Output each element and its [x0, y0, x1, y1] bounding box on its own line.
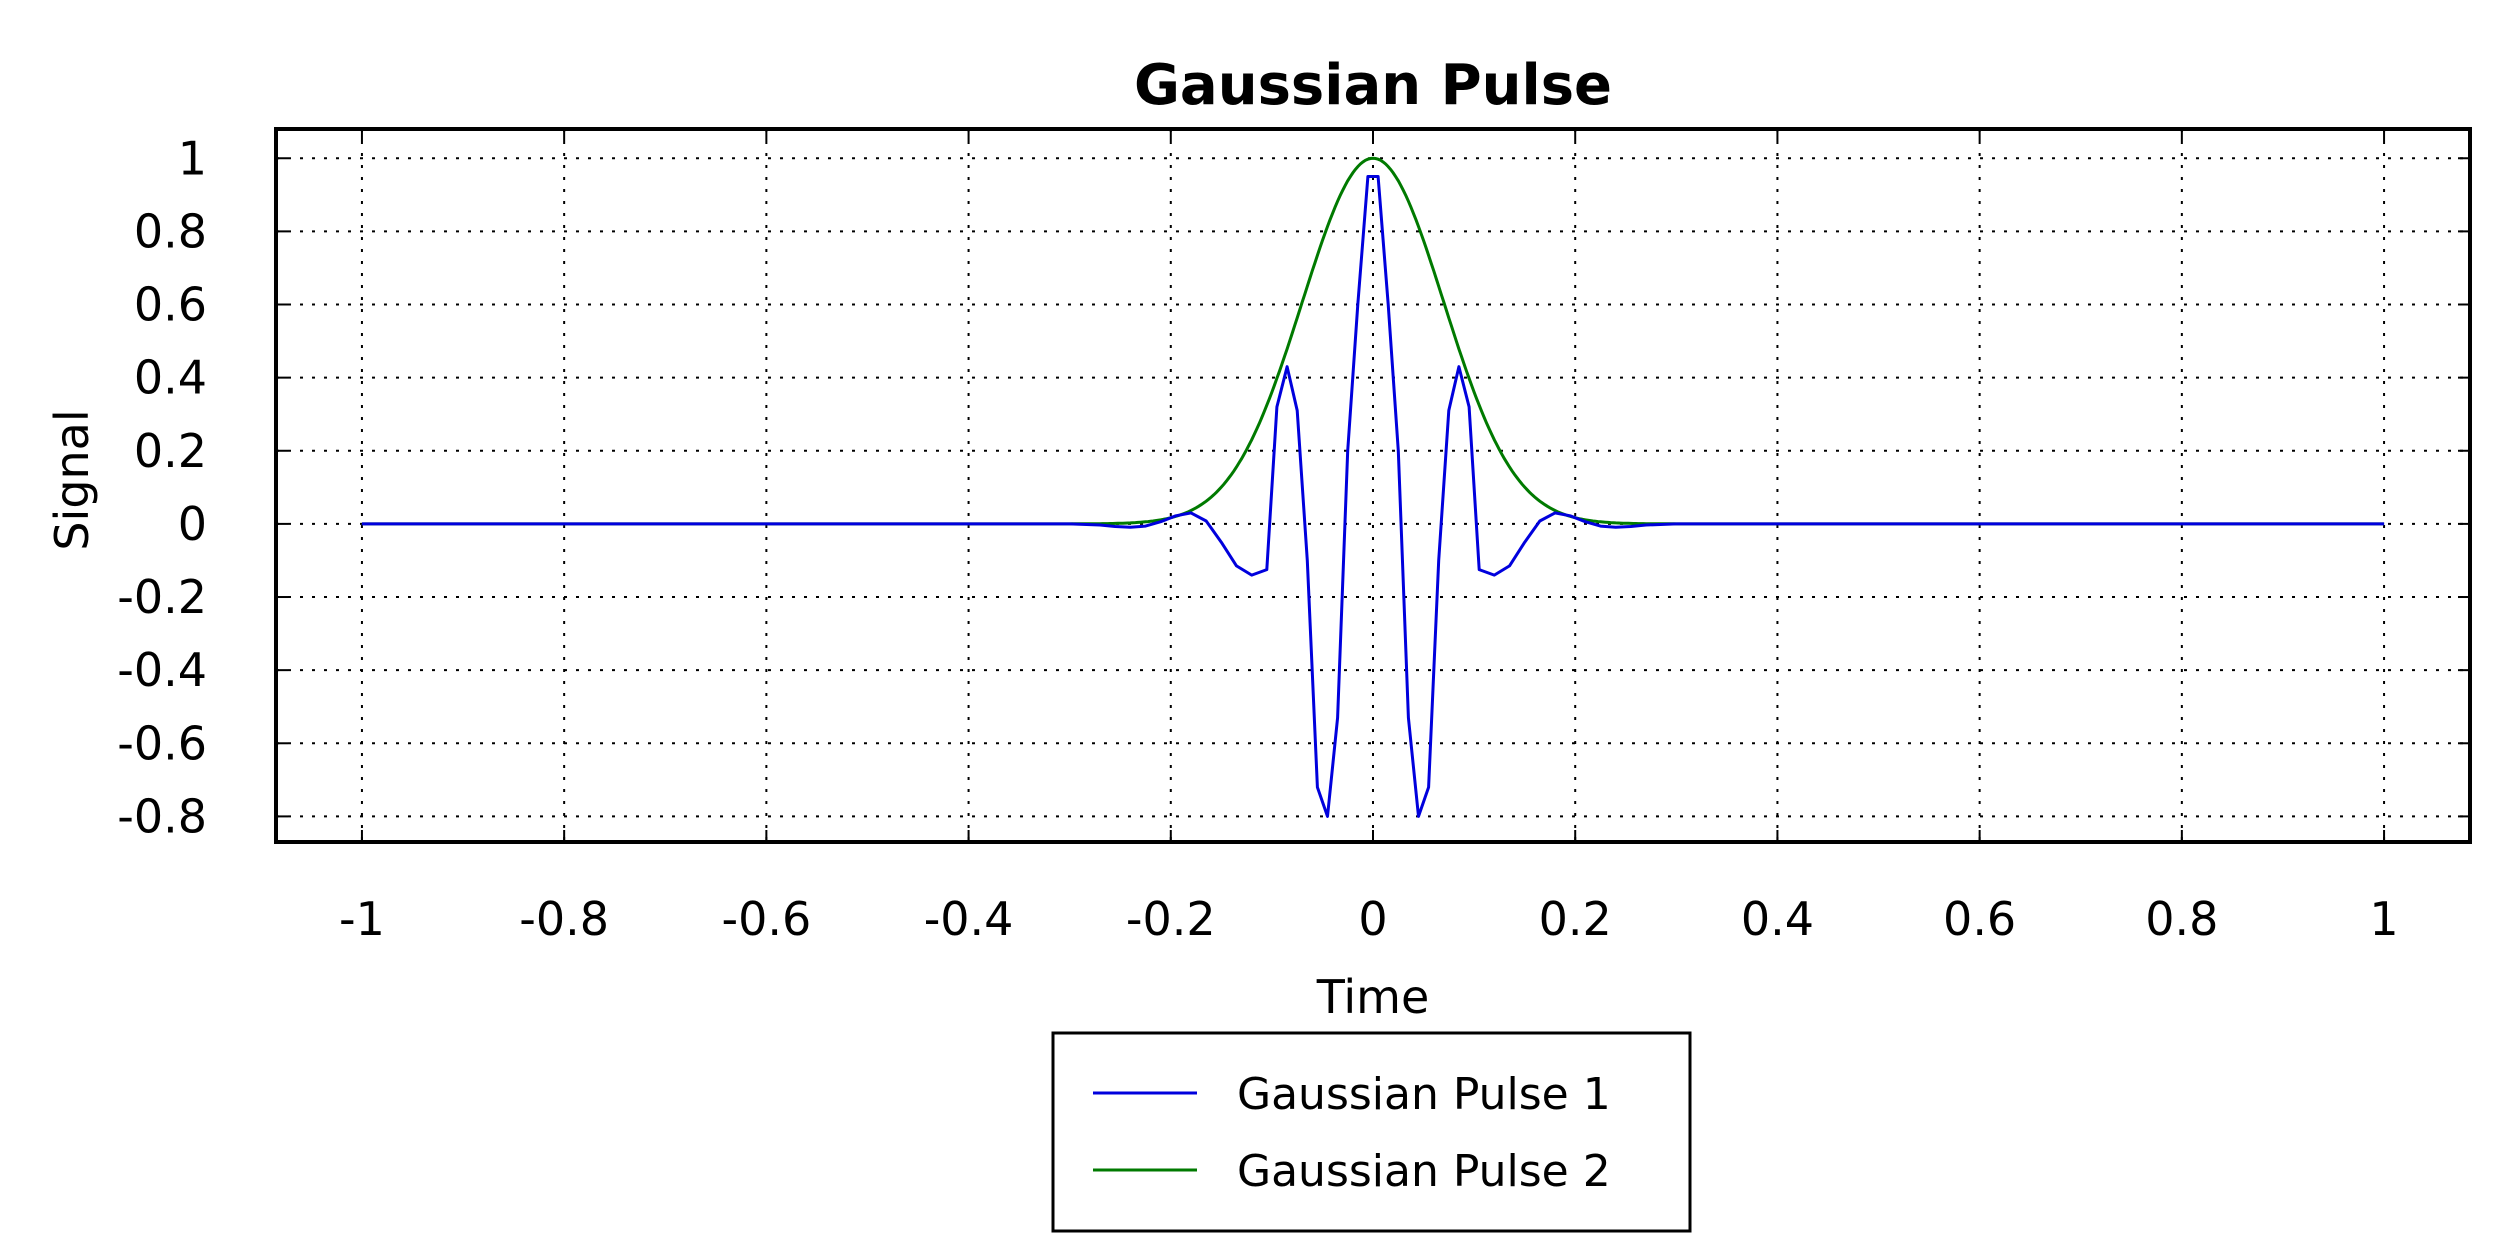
series-line-gaussian-pulse-1: [361, 175, 2385, 818]
legend-box: [1051, 1031, 1692, 1233]
x-tick-label: 0.8: [2145, 892, 2218, 946]
chart-title: Gaussian Pulse: [1134, 53, 1612, 118]
y-tick-label: -0.6: [117, 716, 207, 770]
y-tick-label: 1: [178, 131, 207, 185]
y-tick-label: 0: [178, 497, 207, 551]
x-tick-label: 1: [2369, 892, 2398, 946]
legend-label-pulse-1: Gaussian Pulse 1: [1237, 1069, 1611, 1120]
y-tick-label: 0.4: [134, 351, 207, 405]
x-tick-label: -0.4: [924, 892, 1014, 946]
y-axis-label: Signal: [45, 409, 99, 550]
x-tick-label: 0.2: [1539, 892, 1612, 946]
y-tick-label: 0.8: [134, 204, 207, 258]
x-tick-label: 0: [1358, 892, 1387, 946]
y-tick-label: -0.8: [117, 789, 207, 843]
legend: Gaussian Pulse 1 Gaussian Pulse 2: [1051, 1031, 1692, 1233]
legend-label-pulse-2: Gaussian Pulse 2: [1237, 1146, 1611, 1197]
series-layer: [361, 156, 2385, 818]
x-tick-label: 0.6: [1943, 892, 2016, 946]
x-tick-label: -0.8: [519, 892, 609, 946]
grid-lines: [276, 129, 2470, 842]
y-tick-label: -0.2: [117, 570, 207, 624]
x-axis-label: Time: [1316, 970, 1430, 1024]
y-tick-label: 0.2: [134, 424, 207, 478]
tick-marks: [276, 129, 2470, 842]
tick-labels: -1 -0.8 -0.6 -0.4 -0.2 0 0.2 0.4 0.6 0.8 1 1 0.8 0.6 0…: [117, 131, 2398, 946]
x-tick-label: -1: [339, 892, 385, 946]
x-tick-label: 0.4: [1741, 892, 1814, 946]
x-tick-label: -0.6: [721, 892, 811, 946]
y-tick-label: 0.6: [134, 278, 207, 332]
y-tick-label: -0.4: [117, 643, 207, 697]
plot-frame: [274, 127, 2472, 844]
x-tick-label: -0.2: [1126, 892, 1216, 946]
